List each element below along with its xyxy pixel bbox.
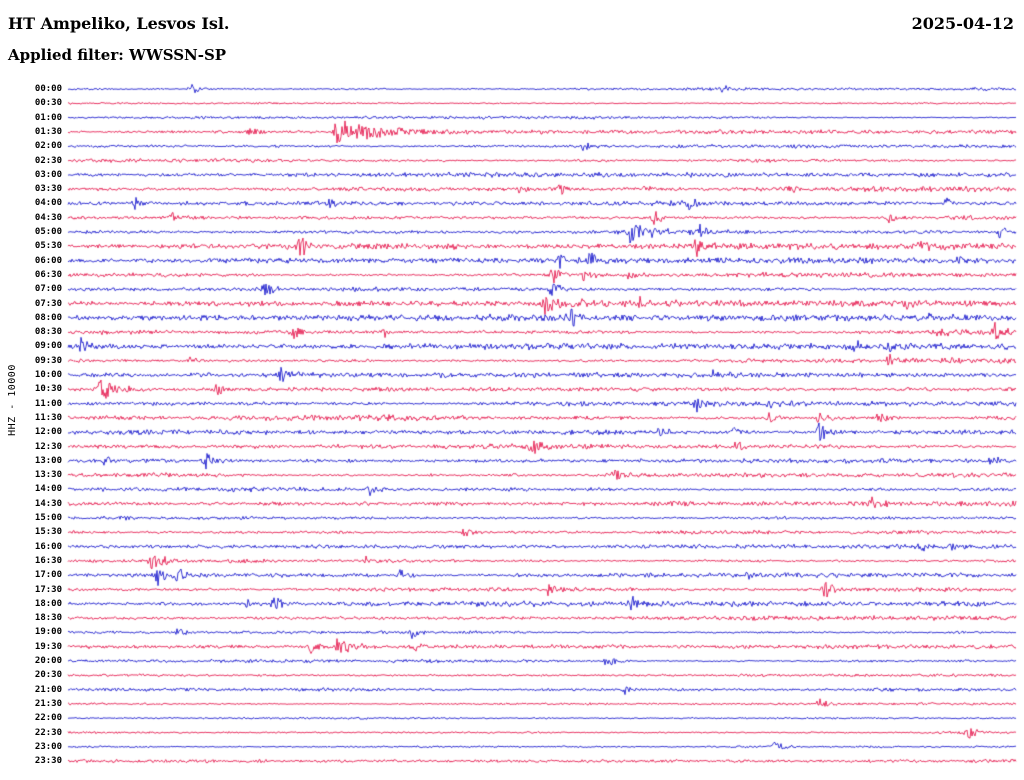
helicorder-page: HT Ampeliko, Lesvos Isl. 2025-04-12 Appl…: [0, 0, 1024, 780]
seismogram-canvas: [0, 0, 1024, 780]
